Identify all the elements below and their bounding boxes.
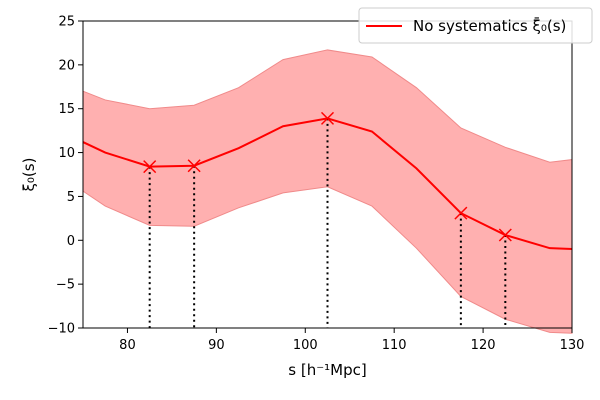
- y-tick-label: −10: [48, 322, 75, 337]
- marker-droplines: [148, 118, 507, 328]
- x-tick-label: 90: [208, 338, 225, 353]
- legend-box: [358, 7, 593, 44]
- legend-label: No systematics ξ̄₀(s): [413, 16, 566, 35]
- x-axis-ticks: 80 90 100 110 120 130: [119, 328, 584, 353]
- y-axis-label: ξ₀(s): [20, 158, 38, 192]
- data-marker: [454, 206, 468, 220]
- x-tick-label: 100: [293, 338, 318, 353]
- y-tick-label: −5: [56, 278, 75, 293]
- data-marker: [187, 159, 201, 173]
- y-tick-label: 0: [67, 234, 75, 249]
- x-tick-label: 120: [471, 338, 496, 353]
- data-marker: [320, 111, 335, 125]
- y-tick-label: 15: [58, 102, 75, 117]
- legend: No systematics ξ̄₀(s): [358, 7, 593, 44]
- plot-frame: [82, 20, 573, 329]
- x-tick-label: 130: [560, 338, 585, 353]
- data-marker: [143, 160, 157, 174]
- y-axis-ticks: −10 −5 0 5 10 15 20 25: [48, 15, 83, 337]
- markers: [143, 111, 512, 242]
- x-tick-label: 80: [119, 338, 136, 353]
- x-tick-label: 110: [382, 338, 407, 353]
- y-tick-label: 5: [67, 190, 75, 205]
- x-axis-label: s [h⁻¹Mpc]: [288, 361, 366, 379]
- plot-area: [82, 49, 573, 334]
- error-band: [82, 49, 573, 334]
- y-tick-label: 20: [58, 58, 75, 73]
- y-tick-label: 10: [58, 146, 75, 161]
- y-tick-label: 25: [58, 15, 75, 30]
- data-marker: [498, 228, 512, 242]
